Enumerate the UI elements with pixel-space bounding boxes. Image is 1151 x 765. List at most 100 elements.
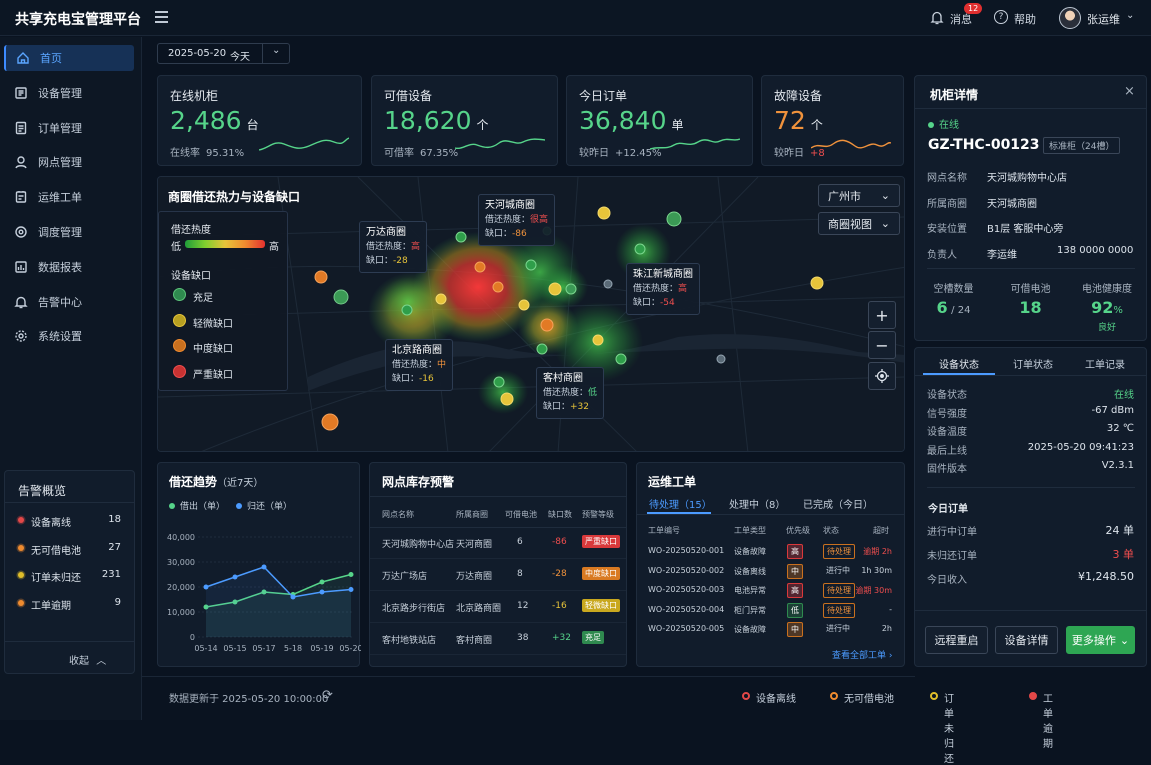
- area-name: 万达商圈: [366, 227, 406, 238]
- sidebar-item-alarms[interactable]: 告警中心: [4, 289, 134, 315]
- device-detail-button[interactable]: 设备详情: [995, 626, 1058, 654]
- sidebar-item-devices[interactable]: 设备管理: [4, 80, 134, 106]
- workorder-type: 设备故障: [734, 625, 766, 634]
- sidebar-item-orders[interactable]: 订单管理: [4, 115, 134, 141]
- date-picker[interactable]: 2025-05-20 今天 ⌄: [157, 43, 290, 64]
- workorder-header: 工单编号: [648, 526, 680, 535]
- workorder-tab[interactable]: 已完成（今日）: [803, 500, 873, 511]
- sidebar-item-home[interactable]: 首页: [4, 45, 134, 71]
- site-name: 天河城购物中心店: [382, 540, 455, 550]
- alert-label[interactable]: 设备离线: [31, 518, 71, 529]
- heat-label: 借还热度：: [633, 284, 679, 294]
- detail-tab[interactable]: 设备状态: [939, 360, 979, 371]
- city-value: 广州市: [828, 189, 861, 203]
- help-link[interactable]: 帮助: [1014, 13, 1036, 26]
- workorder-row[interactable]: WO-20250520-001 设备故障 高 待处理 逾期 2h: [637, 543, 904, 561]
- x-tick-label: 05-17: [252, 644, 275, 653]
- refresh-icon[interactable]: ⟳: [322, 688, 333, 703]
- divider: [915, 610, 1146, 611]
- stat-card[interactable]: 在线机柜 2,486 台在线率 95.31%: [157, 75, 362, 166]
- detail-tab[interactable]: 订单状态: [1013, 360, 1053, 371]
- sparkline: [649, 136, 741, 157]
- device-field-label: 设备状态: [927, 390, 967, 401]
- help-icon[interactable]: ?: [994, 10, 1008, 24]
- gap-value: +32: [570, 402, 590, 412]
- trend-panel: 借还趋势（近7天） 借出（单） 归还（单） 40,000 30,000 20,000…: [157, 462, 361, 667]
- alert-label[interactable]: 工单逾期: [31, 600, 71, 612]
- divider: [915, 375, 1146, 376]
- field-label: 安装位置: [927, 224, 967, 235]
- stat-card[interactable]: 故障设备 72 个较昨日 +8: [761, 75, 904, 166]
- stat-sub-value: +12.45%: [615, 148, 662, 159]
- area-card[interactable]: 客村商圈 借还热度：低 缺口：+32: [536, 367, 605, 419]
- chevron-down-icon[interactable]: ⌄: [272, 45, 281, 56]
- data-point: [290, 594, 296, 600]
- user-name[interactable]: 张运维: [1087, 13, 1120, 26]
- sidebar-item-sites[interactable]: 网点管理: [4, 149, 134, 175]
- remote-restart-button[interactable]: 远程重启: [925, 626, 988, 654]
- view-all-workorders-link[interactable]: 查看全部工单 ›: [832, 651, 893, 661]
- timeout-value: 2h: [881, 624, 892, 633]
- menu-toggle-icon[interactable]: [155, 11, 168, 23]
- today-field-value: 24 单: [1105, 524, 1135, 537]
- view-select[interactable]: 商圈视图 ⌄: [818, 212, 900, 235]
- detail-tab[interactable]: 工单记录: [1085, 360, 1125, 371]
- gap-level-icon: [173, 288, 186, 301]
- workorder-row[interactable]: WO-20250520-003 电池异常 高 待处理 逾期 30m: [637, 582, 904, 600]
- heat-label: 借还热度：: [366, 242, 412, 252]
- avatar[interactable]: [1059, 7, 1081, 29]
- messages-link[interactable]: 消息: [950, 13, 972, 26]
- sidebar-item-reports[interactable]: 数据报表: [4, 254, 134, 280]
- area-card[interactable]: 天河城商圈 借还热度：很高 缺口：-86: [478, 194, 556, 246]
- workorder-row[interactable]: WO-20250520-002 设备离线 中 进行中 1h 30m: [637, 563, 904, 581]
- app-title: 共享充电宝管理平台: [15, 12, 141, 28]
- stat-value: 2,486 台: [170, 106, 259, 135]
- stat-card[interactable]: 可借设备 18,620 个可借率 67.35%: [371, 75, 558, 166]
- sidebar-item-workorders[interactable]: 运维工单: [4, 184, 134, 210]
- data-point: [232, 574, 238, 580]
- sidebar-item-settings[interactable]: 系统设置: [4, 323, 134, 349]
- area-card[interactable]: 北京路商圈 借还热度：中 缺口：-16: [385, 339, 454, 391]
- stock-warning-panel: 网点库存预警 网点名称 所属商圈 可借电池 缺口数 预警等级 天河城购物中心店 天河商圈 6 -…: [369, 462, 627, 667]
- locate-button[interactable]: [868, 362, 896, 390]
- table-row[interactable]: 北京路步行街店 北京路商圈 12 -16 轻微缺口: [370, 595, 626, 623]
- gap-label: 缺口：: [543, 402, 571, 412]
- today-field-value: 3 单: [1112, 548, 1135, 561]
- site-icon: [15, 156, 27, 169]
- alert-label[interactable]: 订单未归还: [31, 573, 81, 584]
- workorder-tab[interactable]: 处理中（8）: [729, 500, 786, 511]
- cabinet-code: GZ-THC-00123: [928, 137, 1040, 153]
- alert-dot-icon: [18, 544, 24, 551]
- stat-number: 36,840: [579, 106, 667, 135]
- workorder-tab[interactable]: 待处理（15）: [649, 500, 712, 511]
- device-field-label: 设备温度: [927, 427, 967, 438]
- zoom-out-button[interactable]: −: [868, 331, 896, 359]
- data-point: [203, 584, 209, 590]
- area-card[interactable]: 珠江新城商圈 借还热度：高 缺口：-54: [626, 263, 700, 315]
- home-icon: [17, 52, 29, 64]
- workorder-row[interactable]: WO-20250520-005 设备故障 中 进行中 2h: [637, 621, 904, 639]
- table-row[interactable]: 天河城购物中心店 天河商圈 6 -86 严重缺口: [370, 531, 626, 559]
- city-select[interactable]: 广州市 ⌄: [818, 184, 900, 207]
- workorder-row[interactable]: WO-20250520-004 柜门异常 低 待处理 -: [637, 602, 904, 620]
- table-row[interactable]: 万达广场店 万达商圈 8 -28 中度缺口: [370, 563, 626, 591]
- close-icon[interactable]: ×: [1124, 84, 1135, 99]
- site-markers[interactable]: [314, 206, 824, 431]
- stat-card[interactable]: 今日订单 36,840 单较昨日 +12.45%: [566, 75, 753, 166]
- collapse-button[interactable]: 收起 ︿: [69, 652, 106, 667]
- zoom-in-button[interactable]: +: [868, 301, 896, 329]
- alert-count: 18: [108, 514, 121, 525]
- sidebar-item-dispatch[interactable]: 调度管理: [4, 219, 134, 245]
- table-row[interactable]: 客村地铁站店 客村商圈 38 +32 充足: [370, 627, 626, 655]
- chevron-down-icon[interactable]: ⌄: [1126, 10, 1135, 21]
- more-actions-button[interactable]: 更多操作 ⌄: [1066, 626, 1135, 654]
- heat-low-label: 低: [171, 242, 181, 253]
- stat-title: 在线机柜: [170, 89, 219, 103]
- empty-slots-label: 空槽数量: [933, 284, 974, 295]
- alert-label[interactable]: 无可借电池: [31, 545, 81, 557]
- sidebar-item-label: 订单管理: [38, 121, 82, 135]
- gap-label: 缺口：: [633, 298, 661, 308]
- area-card[interactable]: 万达商圈 借还热度：高 缺口：-28: [359, 221, 428, 273]
- detail-title: 机柜详情: [930, 88, 979, 102]
- bell-icon[interactable]: [930, 10, 944, 28]
